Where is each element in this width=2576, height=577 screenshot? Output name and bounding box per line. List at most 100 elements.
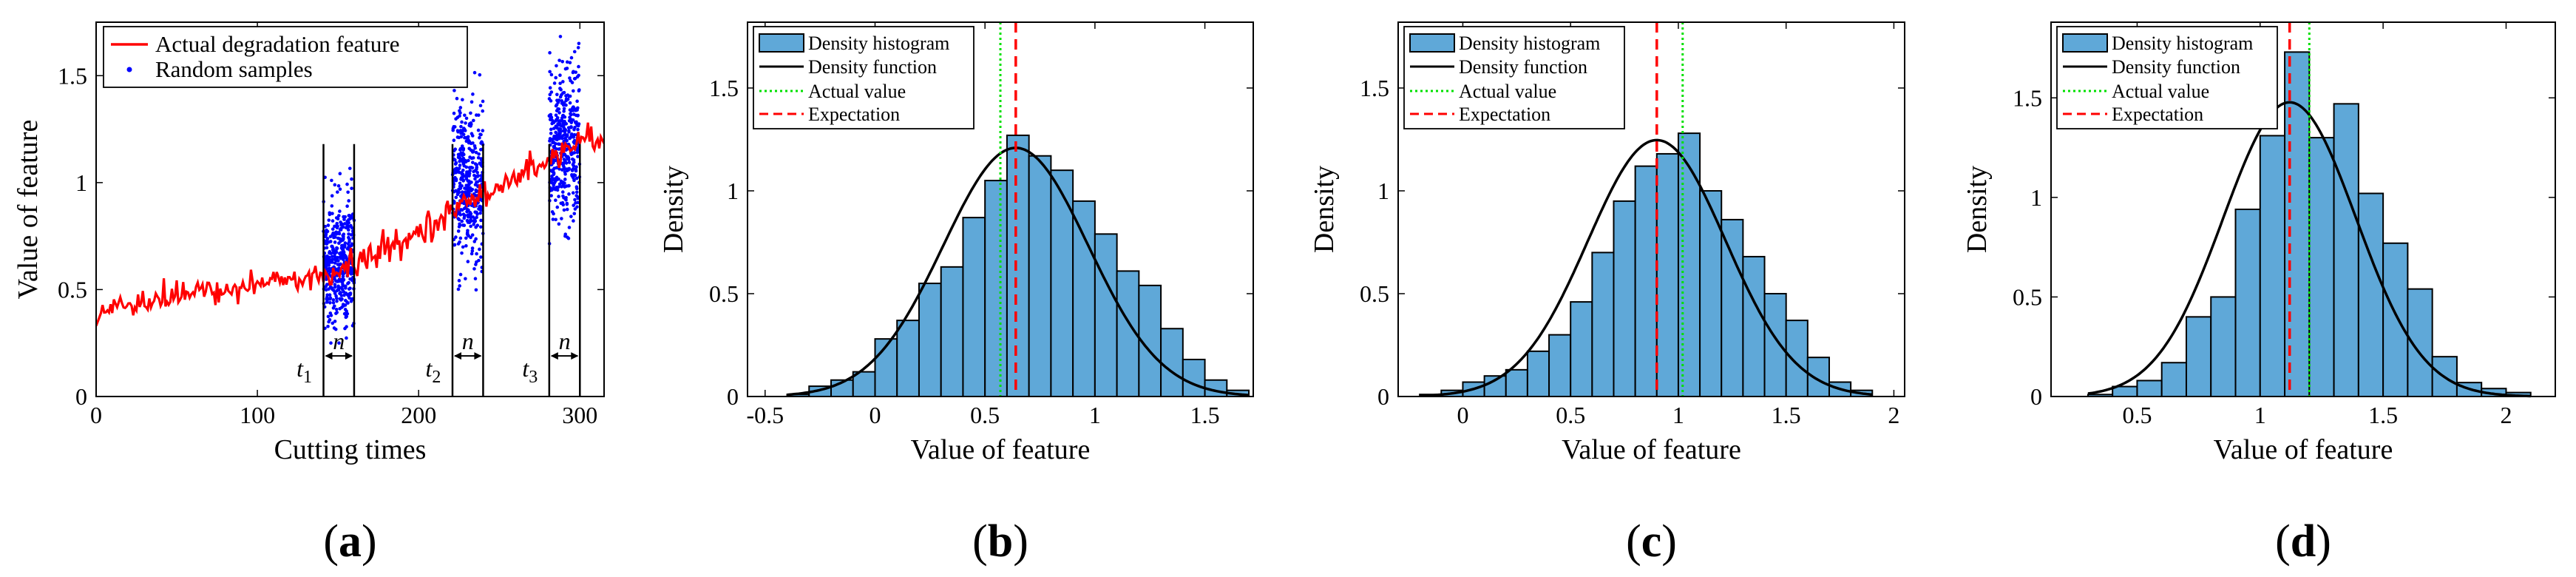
random-sample-point (334, 232, 339, 236)
arrow-head-left (325, 352, 333, 360)
random-sample-point (479, 158, 484, 162)
random-sample-point (569, 78, 572, 83)
random-sample-point (467, 140, 472, 144)
axes-frame (2050, 21, 2556, 397)
x-tick-label: 200 (401, 402, 436, 428)
histogram-bar (2234, 209, 2261, 397)
random-sample-point (563, 178, 567, 181)
random-sample-point (342, 250, 346, 254)
random-sample-point (470, 100, 474, 104)
random-sample-point (574, 108, 577, 112)
random-sample-point (325, 254, 328, 259)
random-sample-point (554, 198, 557, 202)
random-sample-point (478, 211, 482, 215)
random-sample-point (547, 97, 552, 101)
random-sample-point (464, 121, 467, 125)
random-sample-point (563, 181, 566, 185)
random-sample-point (463, 190, 467, 195)
histogram-bar (2357, 192, 2385, 397)
random-sample-point (472, 219, 476, 223)
histogram-bars (1419, 132, 1874, 398)
random-sample-point (569, 215, 573, 218)
random-sample-point (331, 321, 335, 325)
arrow-head-right (571, 352, 579, 360)
random-sample-point (454, 235, 458, 239)
degradation-feature-line (96, 122, 604, 327)
random-sample-point (350, 243, 353, 248)
panel-label-paren: ( (323, 516, 339, 567)
random-sample-point (549, 178, 553, 181)
random-sample-point (338, 306, 342, 311)
random-sample-point (557, 195, 560, 198)
random-sample-point (465, 231, 470, 234)
random-sample-point (572, 151, 577, 155)
random-sample-point (562, 123, 566, 126)
random-sample-point (558, 87, 562, 90)
panel-label-paren: ( (2275, 516, 2291, 567)
random-sample-point (342, 243, 347, 248)
random-sample-point (474, 188, 478, 192)
random-sample-point (572, 89, 575, 93)
random-sample-point (464, 236, 468, 240)
random-sample-point (555, 175, 559, 180)
random-sample-point (475, 252, 478, 256)
random-sample-point (577, 88, 581, 92)
random-sample-point (338, 297, 342, 301)
random-sample-point (470, 189, 473, 193)
random-sample-point (562, 107, 566, 111)
random-sample-point (464, 277, 467, 281)
random-sample-point (470, 246, 475, 250)
y-tick-label: 0 (2030, 383, 2042, 410)
histogram-bar (2308, 137, 2335, 397)
random-sample-point (331, 232, 336, 236)
random-sample-point (470, 252, 474, 256)
random-sample-point (474, 288, 478, 292)
random-sample-point (555, 98, 559, 102)
random-sample-point (470, 233, 475, 237)
y-tick-label: 0.5 (1360, 280, 1389, 307)
random-sample-point (455, 96, 459, 101)
random-sample-point (464, 139, 469, 144)
random-sample-point (474, 237, 478, 241)
random-sample-point (474, 225, 478, 229)
random-sample-point (549, 72, 554, 77)
legend-entry: Density histogram (2112, 33, 2253, 54)
random-sample-point (574, 190, 579, 195)
y-tick-label: 1.5 (709, 75, 739, 101)
histogram-bar (1613, 200, 1636, 397)
random-sample-point (573, 76, 577, 81)
random-sample-point (457, 217, 461, 222)
random-sample-point (563, 172, 567, 176)
panel-label-paren: ( (1626, 516, 1641, 567)
random-sample-point (461, 128, 465, 132)
random-sample-point (557, 128, 561, 132)
random-sample-point (333, 183, 337, 187)
random-sample-point (331, 245, 334, 249)
random-sample-point (554, 217, 557, 222)
random-sample-point (466, 260, 470, 263)
random-sample-point (343, 241, 348, 245)
random-sample-point (548, 51, 552, 55)
random-sample-point (459, 124, 463, 129)
random-sample-point (550, 118, 555, 122)
random-sample-point (350, 215, 354, 219)
histogram-bar (2136, 379, 2163, 397)
random-sample-point (569, 55, 574, 60)
random-sample-point (471, 156, 475, 160)
random-sample-point (337, 341, 341, 345)
random-sample-point (574, 120, 578, 124)
random-sample-point (333, 256, 337, 260)
random-sample-point (331, 300, 336, 305)
random-sample-point (331, 287, 334, 291)
random-sample-point (341, 304, 345, 308)
random-sample-point (567, 161, 572, 164)
random-sample-point (339, 228, 343, 232)
random-sample-point (459, 208, 463, 212)
random-sample-point (453, 243, 456, 247)
random-sample-point (349, 300, 353, 303)
random-sample-point (575, 99, 579, 104)
random-sample-point (573, 173, 577, 178)
random-sample-point (340, 247, 345, 252)
legend-point-swatch (126, 67, 132, 72)
